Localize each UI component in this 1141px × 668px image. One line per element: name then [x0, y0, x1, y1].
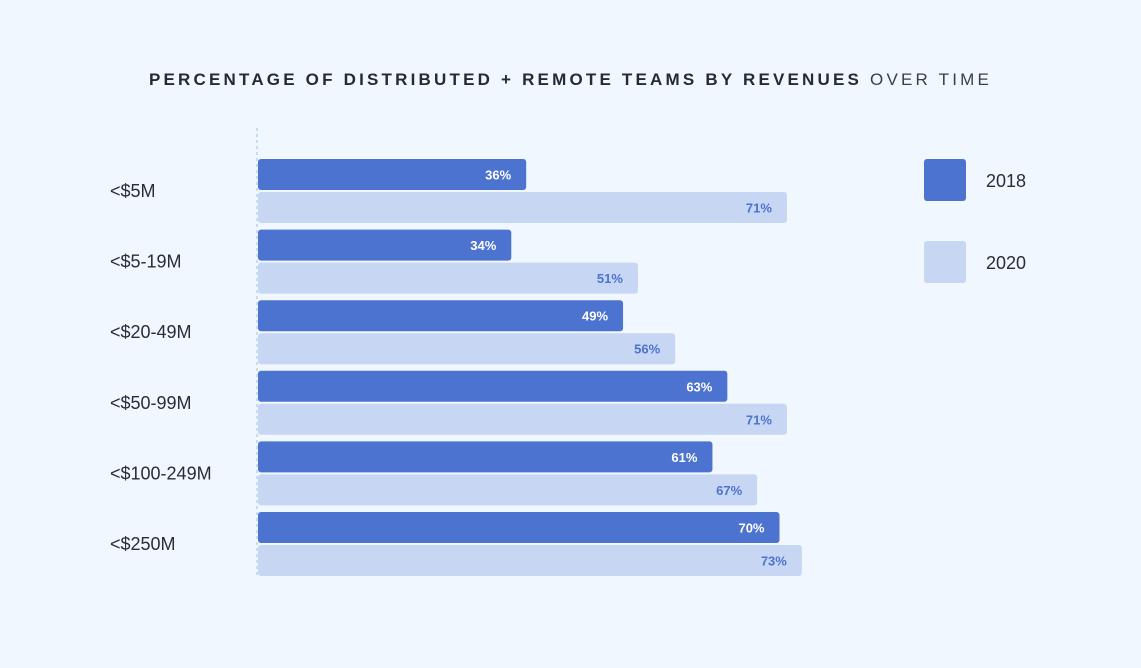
legend-swatch-2018 [924, 159, 966, 201]
bar-value-label: 36% [485, 168, 511, 183]
bar-value-label: 34% [470, 238, 496, 253]
bar-value-label: 70% [738, 521, 764, 536]
bar-value-label: 73% [761, 554, 787, 569]
bar-2020 [258, 474, 758, 506]
bar-value-label: 67% [716, 483, 742, 498]
bar-2020 [258, 192, 787, 223]
category-label: <$5-19M [110, 252, 182, 272]
legend-label: 2018 [986, 171, 1026, 191]
bar-value-label: 71% [746, 412, 772, 427]
category-label: <$250M [110, 534, 176, 554]
bar-2018 [258, 441, 713, 473]
bar-value-label: 61% [671, 450, 697, 465]
bar-2018 [258, 370, 728, 402]
legend-swatch-2020 [924, 241, 966, 283]
bar-value-label: 71% [746, 201, 772, 216]
category-label: <$5M [110, 181, 156, 201]
chart-title: PERCENTAGE OF DISTRIBUTED + REMOTE TEAMS… [0, 70, 1141, 90]
bar-2020 [258, 262, 638, 294]
bar-value-label: 49% [582, 309, 608, 324]
chart-title-bold: PERCENTAGE OF DISTRIBUTED + REMOTE TEAMS… [148, 70, 863, 89]
bar-2018 [258, 229, 512, 261]
bar-value-label: 63% [686, 379, 712, 394]
category-label: <$20-49M [110, 322, 192, 342]
category-label: <$50-99M [110, 393, 192, 413]
bar-value-label: 51% [597, 271, 623, 286]
category-label: <$100-249M [110, 463, 212, 483]
chart-title-light: OVER TIME [870, 70, 993, 89]
bar-2018 [258, 512, 780, 543]
bar-2020 [258, 403, 787, 435]
bar-2020 [258, 545, 802, 576]
legend-label: 2020 [986, 253, 1026, 273]
bar-2018 [258, 159, 527, 190]
bar-2018 [258, 300, 624, 332]
bar-2020 [258, 333, 676, 365]
bar-value-label: 56% [634, 342, 660, 357]
